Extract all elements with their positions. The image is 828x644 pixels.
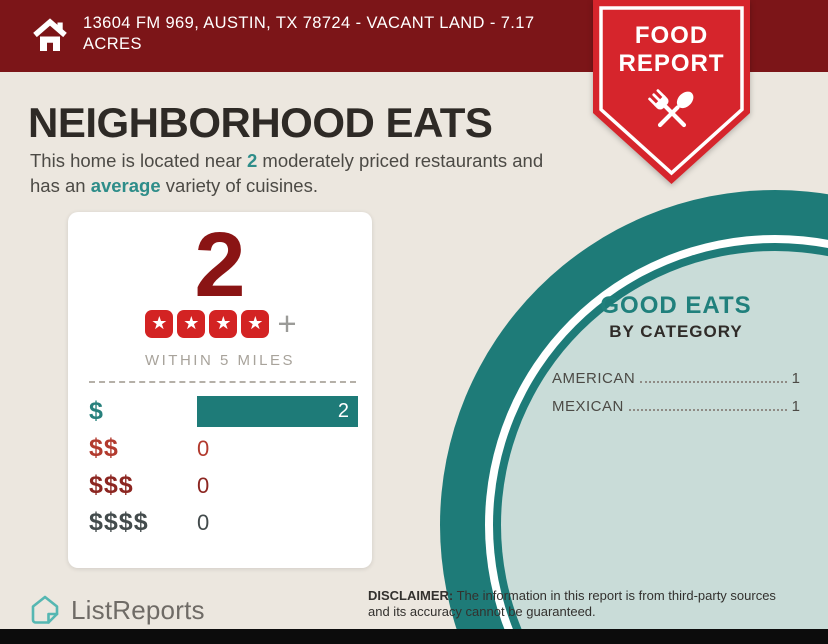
ribbon-shape: [593, 0, 750, 184]
dotted-leader: [628, 409, 787, 411]
category-label: MEXICAN: [552, 398, 624, 415]
utensils-icon: [647, 89, 693, 128]
star-rating-icon: ★: [209, 310, 238, 338]
badge-title-line2: REPORT: [618, 50, 725, 77]
property-address: 13604 FM 969, AUSTIN, TX 78724 - VACANT …: [83, 13, 534, 55]
price-tier-value: 0: [197, 472, 210, 498]
variety-highlight: average: [90, 175, 161, 196]
plus-icon: +: [277, 305, 297, 342]
within-miles-label: WITHIN 5 MILES: [144, 352, 295, 369]
dashed-divider: [89, 381, 356, 383]
listreports-brand: ListReports: [27, 592, 205, 628]
price-tier-row: $2: [89, 393, 358, 430]
category-list: AMERICAN 1 MEXICAN 1: [552, 359, 800, 415]
category-row: AMERICAN 1: [552, 359, 800, 387]
price-tier-bar: 2: [197, 396, 358, 427]
address-line-2: ACRES: [83, 35, 142, 53]
star-rating-icon: ★: [145, 310, 174, 338]
disclaimer: DISCLAIMER: The information in this repo…: [368, 588, 794, 620]
category-value: 1: [791, 370, 800, 387]
restaurant-count: 2: [194, 214, 246, 316]
price-tier-row: $$$$ 0: [89, 504, 358, 541]
price-tier-row: $$$ 0: [89, 467, 358, 504]
good-eats-panel: GOOD EATS BY CATEGORY AMERICAN 1 MEXICAN 1: [552, 292, 800, 415]
price-tier-row: $$ 0: [89, 430, 358, 467]
price-tier-symbol: $: [89, 397, 104, 425]
disclaimer-label: DISCLAIMER:: [368, 588, 454, 603]
badge-title-line1: FOOD: [634, 22, 709, 49]
brand-name: ListReports: [71, 594, 205, 625]
home-icon: [33, 18, 67, 51]
good-eats-title: GOOD EATS: [600, 292, 752, 319]
price-tier-symbol: $$: [89, 434, 119, 462]
category-label: AMERICAN: [552, 370, 636, 387]
category-value: 1: [791, 398, 800, 415]
subtitle-text: This home is located near: [30, 150, 247, 171]
price-rows: $2 $$ 0 $$$ 0 $$$$ 0: [89, 393, 358, 541]
category-row: MEXICAN 1: [552, 387, 800, 415]
address-line-1: 13604 FM 969, AUSTIN, TX 78724 - VACANT …: [83, 14, 535, 32]
page-subtitle: This home is located near 2 moderately p…: [30, 148, 578, 198]
page-title: NEIGHBORHOOD EATS: [28, 99, 493, 146]
bottom-black-bar: [0, 629, 828, 644]
star-rating-icon: ★: [177, 310, 206, 338]
star-rating-icon: ★: [241, 310, 270, 338]
price-tier-symbol: $$$: [89, 471, 134, 499]
stars-row: ★ ★ ★ ★ +: [68, 305, 372, 342]
restaurant-summary-card: 2 ★ ★ ★ ★ + WITHIN 5 MILES $2 $$ 0 $$$ 0 $$$$ 0: [68, 212, 372, 568]
subtitle-text: moderately priced restaurants and has an: [30, 150, 544, 196]
food-report-badge: FOOD REPORT: [593, 0, 750, 194]
restaurant-count-inline: 2: [246, 150, 258, 171]
disclaimer-text: The information in this report is from t…: [368, 588, 776, 619]
price-tier-symbol: $$$$: [89, 508, 149, 536]
good-eats-subtitle: BY CATEGORY: [609, 322, 743, 341]
price-tier-value: 0: [197, 509, 210, 535]
subtitle-text: variety of cuisines.: [160, 175, 318, 196]
dotted-leader: [640, 381, 787, 383]
price-tier-value: 0: [197, 435, 210, 461]
listreports-logo-icon: [31, 595, 59, 624]
